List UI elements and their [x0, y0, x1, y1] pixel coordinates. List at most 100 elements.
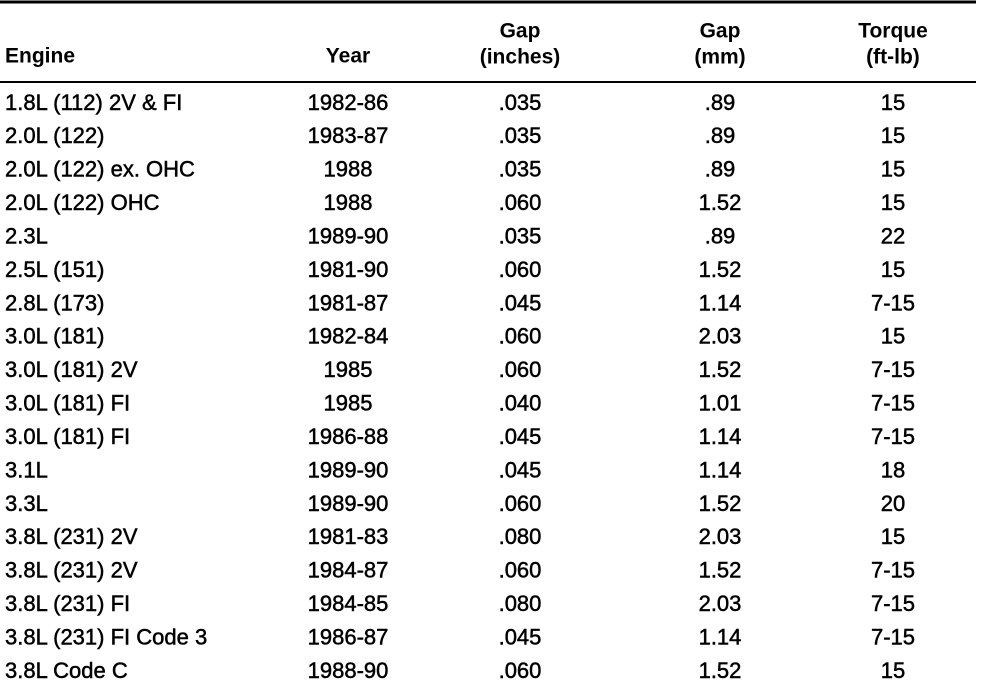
table-cell: .060: [499, 357, 542, 382]
table-cell: 1989-90: [308, 223, 389, 248]
table-cell: 18: [881, 457, 905, 482]
table-cell: .035: [499, 90, 542, 115]
table-cell: .080: [499, 524, 542, 549]
table-cell: .035: [499, 223, 542, 248]
table-cell: .045: [499, 457, 542, 482]
engine-cell: 2.0L (122) ex. OHC: [5, 157, 195, 182]
table-cell: .89: [705, 157, 736, 182]
engine-cell: 2.5L (151): [5, 257, 104, 282]
engine-cell: 3.8L (231) 2V: [5, 558, 138, 583]
engine-cell: 3.8L (231) 2V: [5, 524, 138, 549]
table-cell: 15: [881, 157, 905, 182]
table-cell: 7-15: [871, 424, 915, 449]
table-cell: .89: [705, 123, 736, 148]
table-cell: 1983-87: [308, 123, 389, 148]
table-cell: .045: [499, 424, 542, 449]
engine-cell: 2.0L (122): [5, 123, 104, 148]
table-cell: .035: [499, 123, 542, 148]
table-cell: 15: [881, 524, 905, 549]
table-cell: 7-15: [871, 558, 915, 583]
table-cell: .89: [705, 223, 736, 248]
table-cell: 1985: [324, 357, 373, 382]
engine-cell: 3.0L (181) FI: [5, 391, 130, 416]
table-cell: 15: [881, 658, 905, 683]
column-header: Engine: [5, 45, 75, 68]
table-cell: 1.52: [699, 658, 742, 683]
table-cell: 22: [881, 223, 905, 248]
engine-cell: 2.0L (122) OHC: [5, 190, 160, 215]
table-cell: .060: [499, 257, 542, 282]
table-cell: 15: [881, 123, 905, 148]
table-cell: 1.52: [699, 357, 742, 382]
table-cell: 1982-84: [308, 324, 389, 349]
table-cell: 15: [881, 90, 905, 115]
engine-cell: 2.3L: [5, 223, 48, 248]
column-header: Year: [326, 45, 370, 68]
table-cell: 7-15: [871, 290, 915, 315]
engine-cell: 3.0L (181) FI: [5, 424, 130, 449]
table-cell: 1.14: [699, 424, 742, 449]
table-cell: .080: [499, 591, 542, 616]
table-cell: 1984-85: [308, 591, 389, 616]
table-cell: 1.14: [699, 290, 742, 315]
table-cell: 7-15: [871, 591, 915, 616]
table-cell: 20: [881, 491, 905, 516]
table-cell: .045: [499, 290, 542, 315]
engine-cell: 3.0L (181): [5, 324, 104, 349]
engine-cell: 1.8L (112) 2V & FI: [5, 90, 182, 115]
table-cell: 1981-83: [308, 524, 389, 549]
table-cell: 7-15: [871, 391, 915, 416]
table-cell: .060: [499, 190, 542, 215]
engine-cell: 3.8L (231) FI Code 3: [5, 624, 207, 649]
column-header: Gap: [500, 20, 541, 43]
column-header: (mm): [694, 46, 745, 69]
table-cell: 1984-87: [308, 558, 389, 583]
table-cell: 1988: [324, 157, 373, 182]
column-header: Torque: [858, 20, 928, 43]
table-cell: 1.01: [699, 391, 742, 416]
table-cell: 1.52: [699, 257, 742, 282]
table-cell: 1.14: [699, 624, 742, 649]
engine-cell: 3.1L: [5, 457, 48, 482]
table-cell: 2.03: [699, 591, 742, 616]
table-cell: .060: [499, 324, 542, 349]
engine-cell: 3.3L: [5, 491, 48, 516]
table-cell: 1986-87: [308, 624, 389, 649]
table-cell: 15: [881, 257, 905, 282]
table-cell: .060: [499, 491, 542, 516]
table-cell: .045: [499, 624, 542, 649]
table-cell: 1989-90: [308, 457, 389, 482]
table-cell: 2.03: [699, 524, 742, 549]
table-cell: 15: [881, 324, 905, 349]
engine-cell: 3.8L (231) FI: [5, 591, 130, 616]
table-cell: .040: [499, 391, 542, 416]
table-cell: 1989-90: [308, 491, 389, 516]
engine-cell: 3.8L Code C: [5, 658, 128, 683]
table-cell: 1.52: [699, 558, 742, 583]
table-cell: 15: [881, 190, 905, 215]
table-cell: 1.14: [699, 457, 742, 482]
engine-cell: 3.0L (181) 2V: [5, 357, 138, 382]
table-cell: 1988-90: [308, 658, 389, 683]
engine-cell: 2.8L (173): [5, 290, 104, 315]
table-cell: 1981-87: [308, 290, 389, 315]
column-header: (inches): [480, 46, 561, 69]
table-cell: 2.03: [699, 324, 742, 349]
table-cell: .060: [499, 558, 542, 583]
table-cell: 1981-90: [308, 257, 389, 282]
table-cell: 1.52: [699, 491, 742, 516]
table-cell: 7-15: [871, 357, 915, 382]
table-cell: .060: [499, 658, 542, 683]
column-header: Gap: [700, 20, 741, 43]
table-cell: 1982-86: [308, 90, 389, 115]
table-cell: 1.52: [699, 190, 742, 215]
table-cell: 1986-88: [308, 424, 389, 449]
table-cell: 1985: [324, 391, 373, 416]
table-cell: 1988: [324, 190, 373, 215]
column-header: (ft-lb): [866, 46, 920, 69]
table-cell: 7-15: [871, 624, 915, 649]
table-cell: .035: [499, 157, 542, 182]
table-cell: .89: [705, 90, 736, 115]
